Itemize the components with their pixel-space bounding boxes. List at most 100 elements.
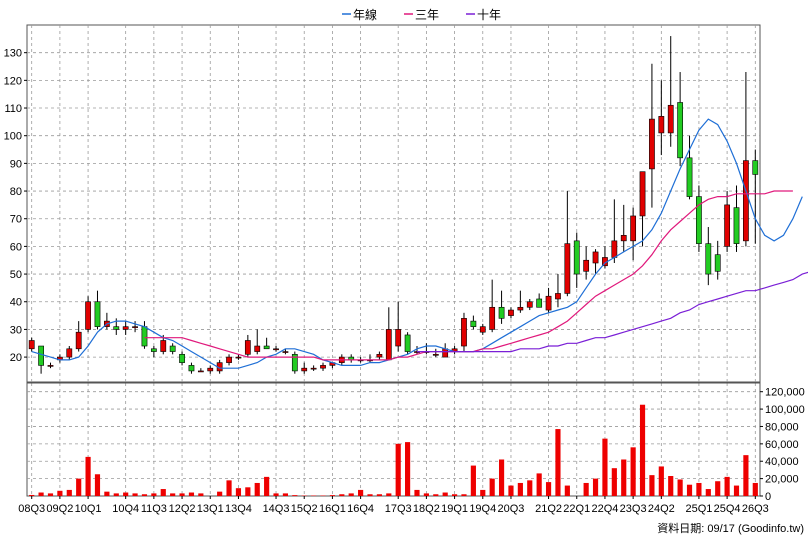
volume-bar: [226, 480, 232, 496]
y-tick-label: 50: [10, 269, 22, 281]
candle-body: [188, 365, 195, 372]
candle-body: [583, 259, 590, 272]
x-tick-label: 17Q3: [385, 503, 412, 515]
candle-body: [461, 318, 467, 347]
volume-bar: [639, 404, 646, 496]
volume-bar: [235, 488, 242, 496]
volume-bar: [47, 493, 54, 496]
candle-body: [404, 334, 411, 352]
volume-bar: [658, 466, 664, 496]
candle-body: [705, 243, 712, 275]
volume-bar: [489, 478, 495, 496]
candle-body: [498, 306, 505, 319]
legend: 年線 三年 十年: [342, 7, 501, 22]
volume-bar: [132, 493, 138, 496]
legend-entry: 三年: [415, 8, 439, 22]
x-tick-label: 22Q1: [563, 503, 590, 515]
volume-bar: [527, 480, 533, 496]
candle-body: [66, 348, 73, 358]
volume-bar: [696, 482, 702, 496]
volume-bar: [705, 489, 711, 496]
volume-bar: [29, 494, 35, 496]
candle-body: [122, 326, 129, 330]
candle-body: [254, 345, 261, 352]
x-tick-label: 19Q1: [441, 503, 468, 515]
volume-bar: [433, 494, 439, 496]
volume-bar: [498, 459, 505, 496]
x-tick-label: 14Q3: [263, 503, 290, 515]
volume-bar: [38, 492, 44, 496]
y-tick-label: 40: [10, 297, 22, 309]
volume-bar: [57, 490, 63, 496]
candle-body: [536, 298, 543, 308]
candle-body: [160, 340, 167, 352]
volume-bar: [329, 495, 336, 496]
volume-bar: [715, 481, 721, 496]
candle-body: [696, 196, 702, 244]
volume-bar: [752, 482, 758, 496]
candle-body: [743, 160, 749, 242]
x-tick-label: 22Q4: [591, 503, 618, 515]
volume-bar: [113, 493, 119, 496]
price-panel: 20 30 40 50 60 70 80 90 100 110 120 130: [4, 24, 808, 496]
volume-tick-label: 20,000: [765, 474, 799, 486]
volume-bar: [151, 493, 157, 496]
candle-body: [75, 331, 82, 350]
candle-body: [291, 354, 298, 372]
volume-bar: [611, 468, 617, 496]
candle-body: [620, 235, 627, 242]
candle-body: [28, 340, 35, 350]
volume-bar: [536, 473, 542, 496]
candle-body: [38, 345, 44, 366]
volume-bar: [254, 482, 260, 496]
x-tick-label: 18Q2: [413, 503, 440, 515]
x-tick-label: 16Q1: [319, 503, 346, 515]
candle-body: [169, 345, 176, 352]
y-tick-label: 100: [4, 131, 22, 143]
volume-bar: [348, 493, 354, 496]
volume-bar: [649, 475, 655, 496]
ma-line: [31, 118, 803, 369]
candle-body: [179, 354, 185, 363]
candle-body: [282, 351, 289, 353]
volume-bar: [442, 492, 448, 496]
candle-body: [630, 215, 637, 242]
volume-bar: [545, 482, 552, 496]
candle-body: [470, 320, 477, 327]
candle-body: [94, 301, 101, 327]
candle-body: [573, 240, 580, 275]
volume-tick-label: 120,000: [765, 387, 805, 399]
volume-bar: [367, 494, 373, 496]
candle-body: [592, 251, 599, 264]
candle-body: [85, 301, 91, 330]
candle-body: [301, 367, 308, 372]
volume-bar: [555, 429, 561, 496]
price-frame: [26, 24, 761, 383]
legend-entry: 年線: [353, 7, 377, 22]
volume-bar: [451, 494, 458, 496]
volume-bar: [470, 465, 476, 496]
candle-body: [555, 293, 561, 300]
candle-body: [733, 207, 740, 244]
candle-body: [47, 365, 54, 367]
volume-bar: [66, 489, 72, 496]
volume-bar: [273, 493, 279, 496]
volume-bar: [414, 489, 420, 496]
candle-body: [150, 348, 157, 352]
volume-tick-label: 60,000: [765, 439, 799, 451]
y-tick-label: 70: [10, 214, 22, 226]
volume-bar: [602, 438, 608, 496]
volume-bar: [724, 476, 730, 496]
y-tick-label: 80: [10, 186, 22, 198]
candle-body: [226, 356, 232, 363]
candle-body: [385, 329, 392, 361]
candle-body: [132, 326, 138, 328]
volume-bar: [386, 493, 392, 496]
y-tick-label: 110: [4, 103, 22, 115]
y-tick-label: 130: [4, 48, 22, 60]
candle-body: [395, 329, 402, 347]
volume-bar: [188, 492, 195, 496]
x-tick-label: 16Q4: [347, 503, 374, 515]
candle-body: [489, 306, 496, 330]
volume-bar: [160, 489, 166, 496]
